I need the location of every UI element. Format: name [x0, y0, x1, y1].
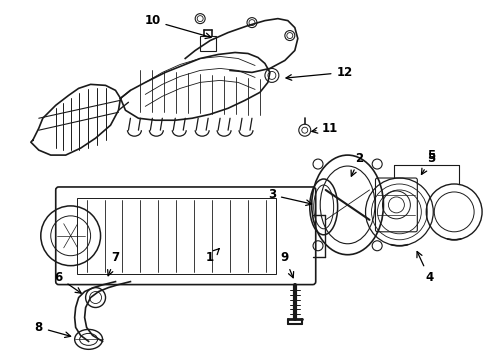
- Bar: [200, 36, 216, 51]
- Text: 6: 6: [55, 271, 81, 293]
- Text: 8: 8: [35, 321, 70, 337]
- Text: 5: 5: [421, 152, 434, 175]
- Text: 10: 10: [144, 14, 211, 39]
- Text: 1: 1: [205, 248, 219, 264]
- Text: 3: 3: [267, 188, 311, 206]
- Text: 7: 7: [107, 251, 120, 276]
- Text: 9: 9: [280, 251, 293, 278]
- Text: 5: 5: [427, 149, 434, 162]
- Text: 12: 12: [285, 66, 352, 80]
- Text: 4: 4: [416, 252, 432, 284]
- Bar: [77, 198, 275, 274]
- Text: 2: 2: [350, 152, 363, 176]
- Text: 11: 11: [311, 122, 337, 135]
